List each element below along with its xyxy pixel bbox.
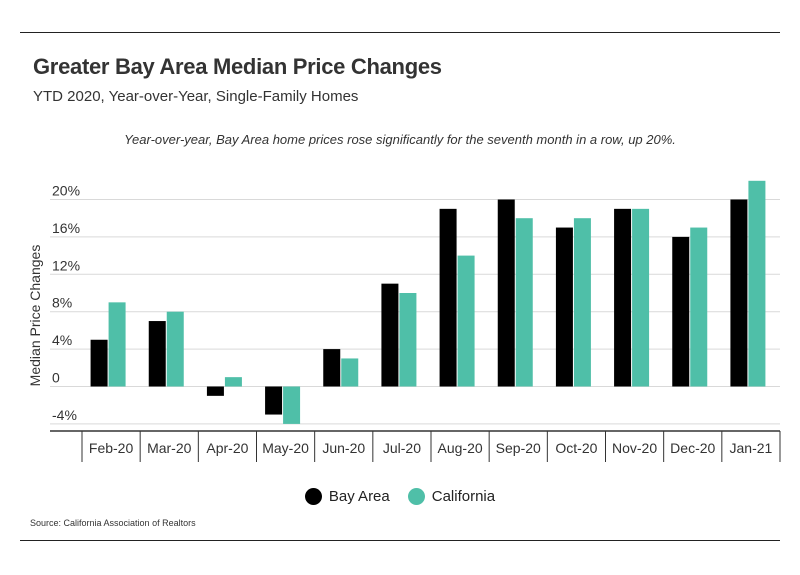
x-tick-label: Sep-20	[496, 440, 541, 456]
x-tick-label: Mar-20	[147, 440, 192, 456]
bar-bay-area	[381, 283, 399, 387]
bar-bay-area	[497, 199, 515, 387]
x-tick-label: May-20	[262, 440, 309, 456]
x-tick-label: Jun-20	[322, 440, 365, 456]
bar-bay-area	[672, 236, 690, 387]
legend-item-bay-area: Bay Area	[304, 488, 390, 505]
x-tick-label: Jul-20	[383, 440, 421, 456]
bar-california	[341, 358, 359, 387]
bar-bay-area	[323, 349, 341, 387]
legend-swatch-bay-area	[304, 488, 322, 505]
bar-california	[632, 208, 650, 387]
x-tick-label: Apr-20	[206, 440, 248, 456]
x-tick-label: Nov-20	[612, 440, 657, 456]
bar-bay-area	[90, 339, 108, 387]
legend-swatch-california	[407, 488, 425, 505]
legend-label-california: California	[431, 488, 496, 505]
y-tick-label: 16%	[52, 220, 80, 236]
bar-california	[457, 255, 475, 387]
legend: Bay Area California	[0, 488, 800, 505]
y-tick-label: 8%	[52, 295, 72, 311]
bar-bay-area	[439, 208, 457, 387]
source-note: Source: California Association of Realto…	[30, 518, 196, 528]
bar-california	[224, 377, 242, 387]
bottom-rule	[20, 540, 780, 541]
y-tick-label: 20%	[52, 183, 80, 199]
y-tick-label: 12%	[52, 257, 80, 273]
top-rule	[20, 32, 780, 33]
y-tick-label: 4%	[52, 332, 72, 348]
chart-subtitle: YTD 2020, Year-over-Year, Single-Family …	[33, 88, 359, 105]
bar-bay-area	[614, 208, 632, 387]
bar-california	[690, 227, 708, 387]
x-tick-label: Dec-20	[670, 440, 715, 456]
bar-bay-area	[555, 227, 573, 387]
y-tick-label: 0	[52, 370, 60, 386]
bar-california	[573, 218, 591, 387]
x-tick-label: Jan-21	[730, 440, 773, 456]
bar-california	[166, 311, 184, 387]
bar-bay-area	[148, 321, 166, 387]
bar-bay-area	[206, 386, 224, 396]
bar-california	[283, 386, 301, 424]
x-tick-label: Aug-20	[438, 440, 483, 456]
bar-bay-area	[265, 386, 283, 415]
bar-bay-area	[730, 199, 748, 387]
legend-item-california: California	[407, 488, 496, 505]
bar-california	[108, 302, 126, 387]
chart-annotation: Year-over-year, Bay Area home prices ros…	[124, 132, 676, 147]
chart-title: Greater Bay Area Median Price Changes	[33, 54, 442, 79]
x-tick-label: Feb-20	[89, 440, 134, 456]
legend-label-bay-area: Bay Area	[328, 488, 390, 505]
x-tick-label: Oct-20	[555, 440, 597, 456]
bar-california	[748, 180, 766, 387]
bar-california	[399, 293, 417, 387]
y-axis-label: Median Price Changes	[27, 245, 43, 387]
bar-california	[515, 218, 533, 387]
y-tick-label: -4%	[52, 407, 77, 423]
